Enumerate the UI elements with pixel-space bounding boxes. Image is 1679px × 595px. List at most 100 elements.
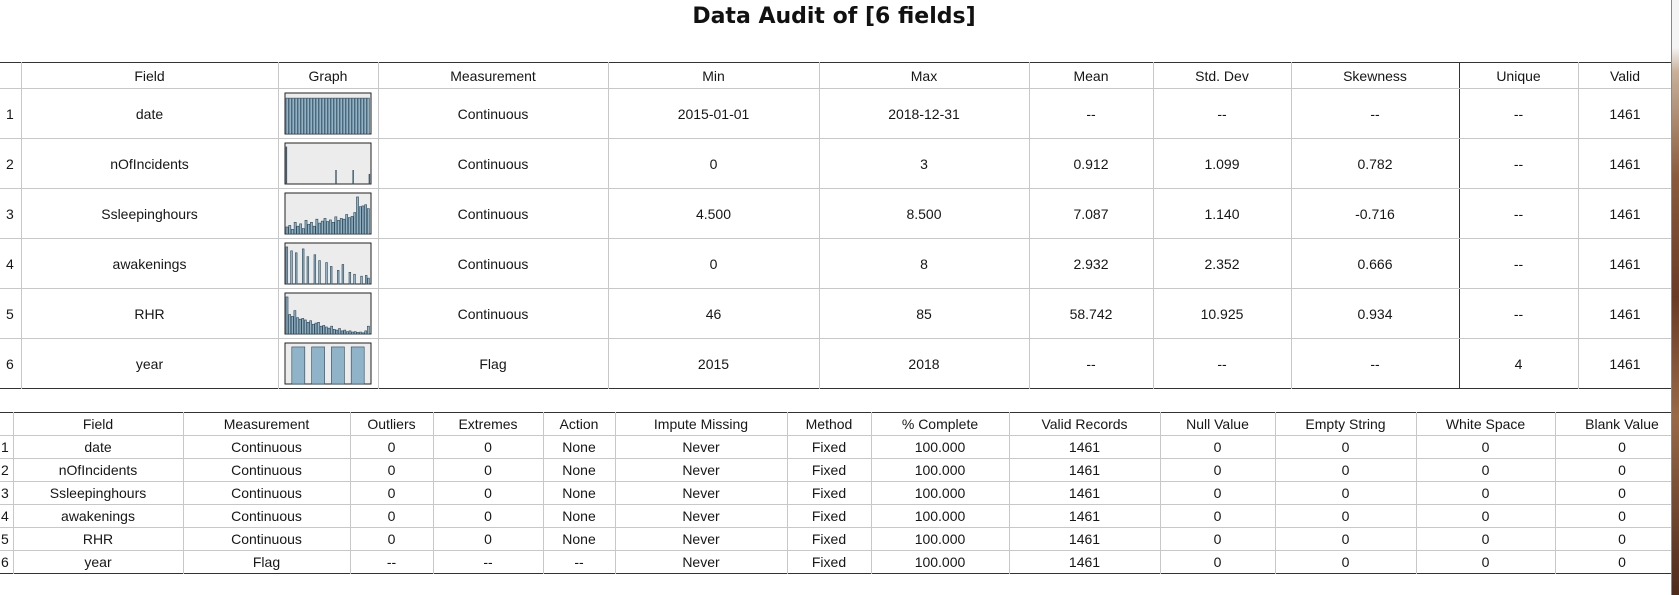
quality-col-header-blank-value[interactable]: Blank Value (1555, 412, 1679, 436)
quality-col-header-white-space[interactable]: White Space (1416, 412, 1556, 436)
col-header-index[interactable] (0, 62, 22, 89)
quality-col-header-method[interactable]: Method (787, 412, 872, 436)
quality-cell-extremes: -- (433, 550, 544, 574)
histogram-bar (310, 221, 313, 235)
quality-col-header-valid-records[interactable]: Valid Records (1009, 412, 1161, 436)
histogram-bar (330, 97, 334, 135)
row-index: 4 (0, 238, 22, 289)
quality-cell-index: 3 (0, 481, 14, 505)
quality-cell-field: date (13, 435, 184, 459)
col-header-unique[interactable]: Unique (1459, 62, 1579, 89)
field-name: nOfIncidents (21, 138, 279, 189)
quality-cell-empty-string: 0 (1275, 504, 1417, 528)
max-value: 8.500 (819, 188, 1030, 239)
audit-row-ssleepinghours[interactable]: 3 Ssleepinghours Continuous 4.500 8.500 7.087… (0, 188, 1673, 239)
measurement: Continuous (378, 238, 609, 289)
quality-col-header-field[interactable]: Field (13, 412, 184, 436)
quality-row-year[interactable]: 6 year Flag -- -- -- Never Fixed 100.000 1461 0 0 0 0 (0, 550, 1679, 574)
col-header-valid[interactable]: Valid (1578, 62, 1673, 89)
col-header-field[interactable]: Field (21, 62, 279, 89)
quality-col-header-complete[interactable]: % Complete (871, 412, 1010, 436)
histogram-bar (330, 325, 333, 335)
quality-cell-empty-string: 0 (1275, 527, 1417, 551)
audit-row-year[interactable]: 6 year Flag 2015 2018 -- -- -- 4 1461 (0, 338, 1673, 389)
quality-col-header-action[interactable]: Action (543, 412, 616, 436)
quality-cell-blank-value: 0 (1555, 504, 1679, 528)
quality-cell-complete: 100.000 (871, 458, 1010, 482)
quality-col-header-null-value[interactable]: Null Value (1160, 412, 1276, 436)
quality-col-header-impute-missing[interactable]: Impute Missing (615, 412, 788, 436)
quality-row-rhr[interactable]: 5 RHR Continuous 0 0 None Never Fixed 100.000 146… (0, 527, 1679, 551)
histogram-bar (290, 250, 293, 285)
histogram-bar (318, 97, 322, 135)
quality-cell-extremes: 0 (433, 504, 544, 528)
quality-cell-index: 1 (0, 435, 14, 459)
row-index: 6 (0, 338, 22, 389)
histogram-bar (324, 97, 328, 135)
histogram-bar (360, 275, 363, 285)
col-header-measurement[interactable]: Measurement (378, 62, 609, 89)
histogram-bar (348, 97, 352, 135)
quality-col-header-index[interactable] (0, 412, 14, 436)
histogram-bar (348, 330, 352, 335)
quality-cell-null-value: 0 (1160, 504, 1276, 528)
audit-row-awakenings[interactable]: 4 awakenings Continuous 0 8 2.932 2.352 0.666 --… (0, 238, 1673, 289)
histogram-bar (345, 214, 349, 235)
quality-row-awakenings[interactable]: 4 awakenings Continuous 0 0 None Never Fixed 100… (0, 504, 1679, 528)
histogram-bar (338, 328, 341, 335)
quality-cell-null-value: 0 (1160, 458, 1276, 482)
valid-count: 1461 (1578, 288, 1673, 339)
audit-row-date[interactable]: 1 date Continuous 2015-01-01 2018-12-31 -- -- -… (0, 88, 1673, 139)
histogram-bar (354, 97, 358, 135)
quality-cell-impute-missing: Never (615, 550, 788, 574)
histogram-bar (334, 216, 338, 235)
histogram-bar (293, 221, 297, 235)
audit-row-rhr[interactable]: 5 RHR Continuous 46 85 58.742 10.925 0.934 -- 146… (0, 288, 1673, 339)
histogram-bar (297, 97, 301, 135)
quality-cell-action: -- (543, 550, 616, 574)
quality-cell-valid-records: 1461 (1009, 435, 1161, 459)
mean-value: 7.087 (1029, 188, 1154, 239)
quality-row-date[interactable]: 1 date Continuous 0 0 None Never Fixed 100.000 14… (0, 435, 1679, 459)
col-header-min[interactable]: Min (608, 62, 820, 89)
quality-col-header-outliers[interactable]: Outliers (350, 412, 434, 436)
quality-cell-method: Fixed (787, 458, 872, 482)
col-header-max[interactable]: Max (819, 62, 1030, 89)
quality-cell-impute-missing: Never (615, 481, 788, 505)
histogram-bar (333, 97, 337, 135)
histogram-bar (327, 327, 331, 335)
histogram-bar (368, 173, 371, 185)
quality-row-ssleepinghours[interactable]: 3 Ssleepinghours Continuous 0 0 None Never Fixe… (0, 481, 1679, 505)
quality-cell-method: Fixed (787, 504, 872, 528)
histogram-bar (313, 254, 317, 285)
std-dev-value: -- (1153, 88, 1292, 139)
max-value: 2018 (819, 338, 1030, 389)
mean-value: 0.912 (1029, 138, 1154, 189)
audit-row-nofincidents[interactable]: 2 nOfIncidents Continuous 0 3 0.912 1.099 0.782… (0, 138, 1673, 189)
quality-col-header-measurement[interactable]: Measurement (183, 412, 351, 436)
histogram-bar (295, 252, 298, 285)
quality-col-header-empty-string[interactable]: Empty String (1275, 412, 1417, 436)
histogram-bar (351, 97, 355, 135)
quality-cell-extremes: 0 (433, 481, 544, 505)
col-header-mean[interactable]: Mean (1029, 62, 1154, 89)
measurement: Flag (378, 338, 609, 389)
histogram-bar (322, 325, 326, 335)
quality-cell-field: awakenings (13, 504, 184, 528)
quality-cell-complete: 100.000 (871, 481, 1010, 505)
quality-cell-field: nOfIncidents (13, 458, 184, 482)
histogram-bar (304, 220, 308, 235)
quality-row-nofincidents[interactable]: 2 nOfIncidents Continuous 0 0 None Never Fixed 1… (0, 458, 1679, 482)
histogram-bar (300, 97, 304, 135)
col-header-std-dev[interactable]: Std. Dev (1153, 62, 1292, 89)
histogram-bar (330, 266, 333, 285)
histogram-bar (290, 316, 294, 335)
quality-col-header-extremes[interactable]: Extremes (433, 412, 544, 436)
histogram-bar (291, 346, 306, 385)
quality-cell-complete: 100.000 (871, 527, 1010, 551)
histogram-bar (358, 206, 362, 235)
quality-cell-outliers: 0 (350, 435, 434, 459)
mean-value: -- (1029, 338, 1154, 389)
col-header-skewness[interactable]: Skewness (1291, 62, 1460, 89)
col-header-graph[interactable]: Graph (278, 62, 379, 89)
